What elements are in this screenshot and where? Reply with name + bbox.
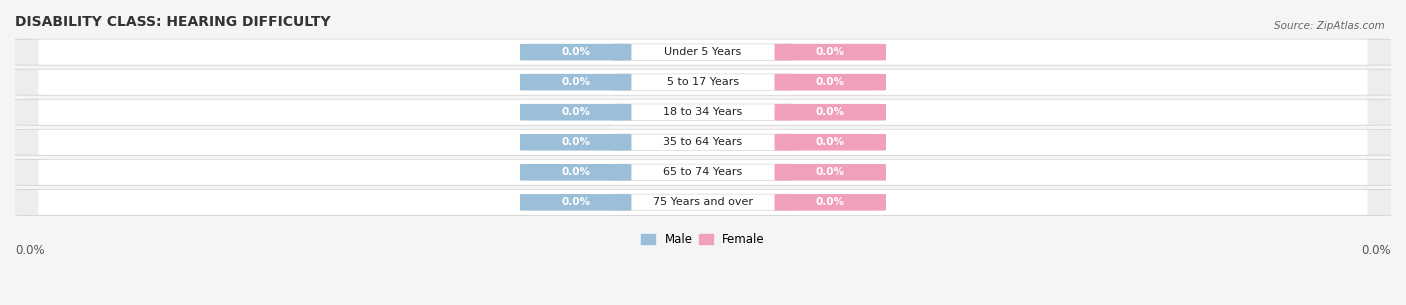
FancyBboxPatch shape (520, 104, 631, 120)
FancyBboxPatch shape (613, 74, 793, 90)
FancyBboxPatch shape (613, 104, 793, 120)
Text: 0.0%: 0.0% (815, 167, 845, 177)
FancyBboxPatch shape (38, 40, 1368, 65)
FancyBboxPatch shape (38, 130, 1368, 155)
Text: Source: ZipAtlas.com: Source: ZipAtlas.com (1274, 21, 1385, 31)
FancyBboxPatch shape (13, 159, 1393, 185)
Text: 5 to 17 Years: 5 to 17 Years (666, 77, 740, 87)
FancyBboxPatch shape (13, 99, 1393, 125)
FancyBboxPatch shape (775, 44, 886, 60)
FancyBboxPatch shape (775, 104, 886, 120)
FancyBboxPatch shape (520, 74, 631, 91)
FancyBboxPatch shape (520, 44, 631, 60)
Text: 0.0%: 0.0% (15, 244, 45, 257)
Text: 75 Years and over: 75 Years and over (652, 197, 754, 207)
FancyBboxPatch shape (13, 39, 1393, 65)
FancyBboxPatch shape (13, 69, 1393, 95)
FancyBboxPatch shape (775, 164, 886, 181)
Text: 0.0%: 0.0% (815, 197, 845, 207)
Text: 0.0%: 0.0% (561, 77, 591, 87)
FancyBboxPatch shape (775, 134, 886, 151)
Text: DISABILITY CLASS: HEARING DIFFICULTY: DISABILITY CLASS: HEARING DIFFICULTY (15, 15, 330, 29)
Legend: Male, Female: Male, Female (637, 229, 769, 251)
Text: 0.0%: 0.0% (561, 137, 591, 147)
Text: 0.0%: 0.0% (561, 197, 591, 207)
FancyBboxPatch shape (520, 164, 631, 181)
Text: 0.0%: 0.0% (1361, 244, 1391, 257)
Text: 0.0%: 0.0% (815, 47, 845, 57)
FancyBboxPatch shape (613, 164, 793, 181)
FancyBboxPatch shape (775, 194, 886, 211)
Text: 0.0%: 0.0% (561, 167, 591, 177)
Text: 0.0%: 0.0% (561, 47, 591, 57)
Text: 0.0%: 0.0% (815, 137, 845, 147)
FancyBboxPatch shape (38, 100, 1368, 125)
Text: 0.0%: 0.0% (815, 77, 845, 87)
FancyBboxPatch shape (613, 194, 793, 210)
FancyBboxPatch shape (38, 190, 1368, 215)
FancyBboxPatch shape (13, 129, 1393, 155)
Text: 18 to 34 Years: 18 to 34 Years (664, 107, 742, 117)
FancyBboxPatch shape (775, 74, 886, 91)
FancyBboxPatch shape (13, 189, 1393, 215)
FancyBboxPatch shape (520, 194, 631, 211)
FancyBboxPatch shape (613, 44, 793, 60)
FancyBboxPatch shape (38, 70, 1368, 95)
FancyBboxPatch shape (613, 134, 793, 150)
FancyBboxPatch shape (38, 160, 1368, 185)
Text: 35 to 64 Years: 35 to 64 Years (664, 137, 742, 147)
Text: 0.0%: 0.0% (561, 107, 591, 117)
FancyBboxPatch shape (520, 134, 631, 151)
Text: 0.0%: 0.0% (815, 107, 845, 117)
Text: 65 to 74 Years: 65 to 74 Years (664, 167, 742, 177)
Text: Under 5 Years: Under 5 Years (665, 47, 741, 57)
